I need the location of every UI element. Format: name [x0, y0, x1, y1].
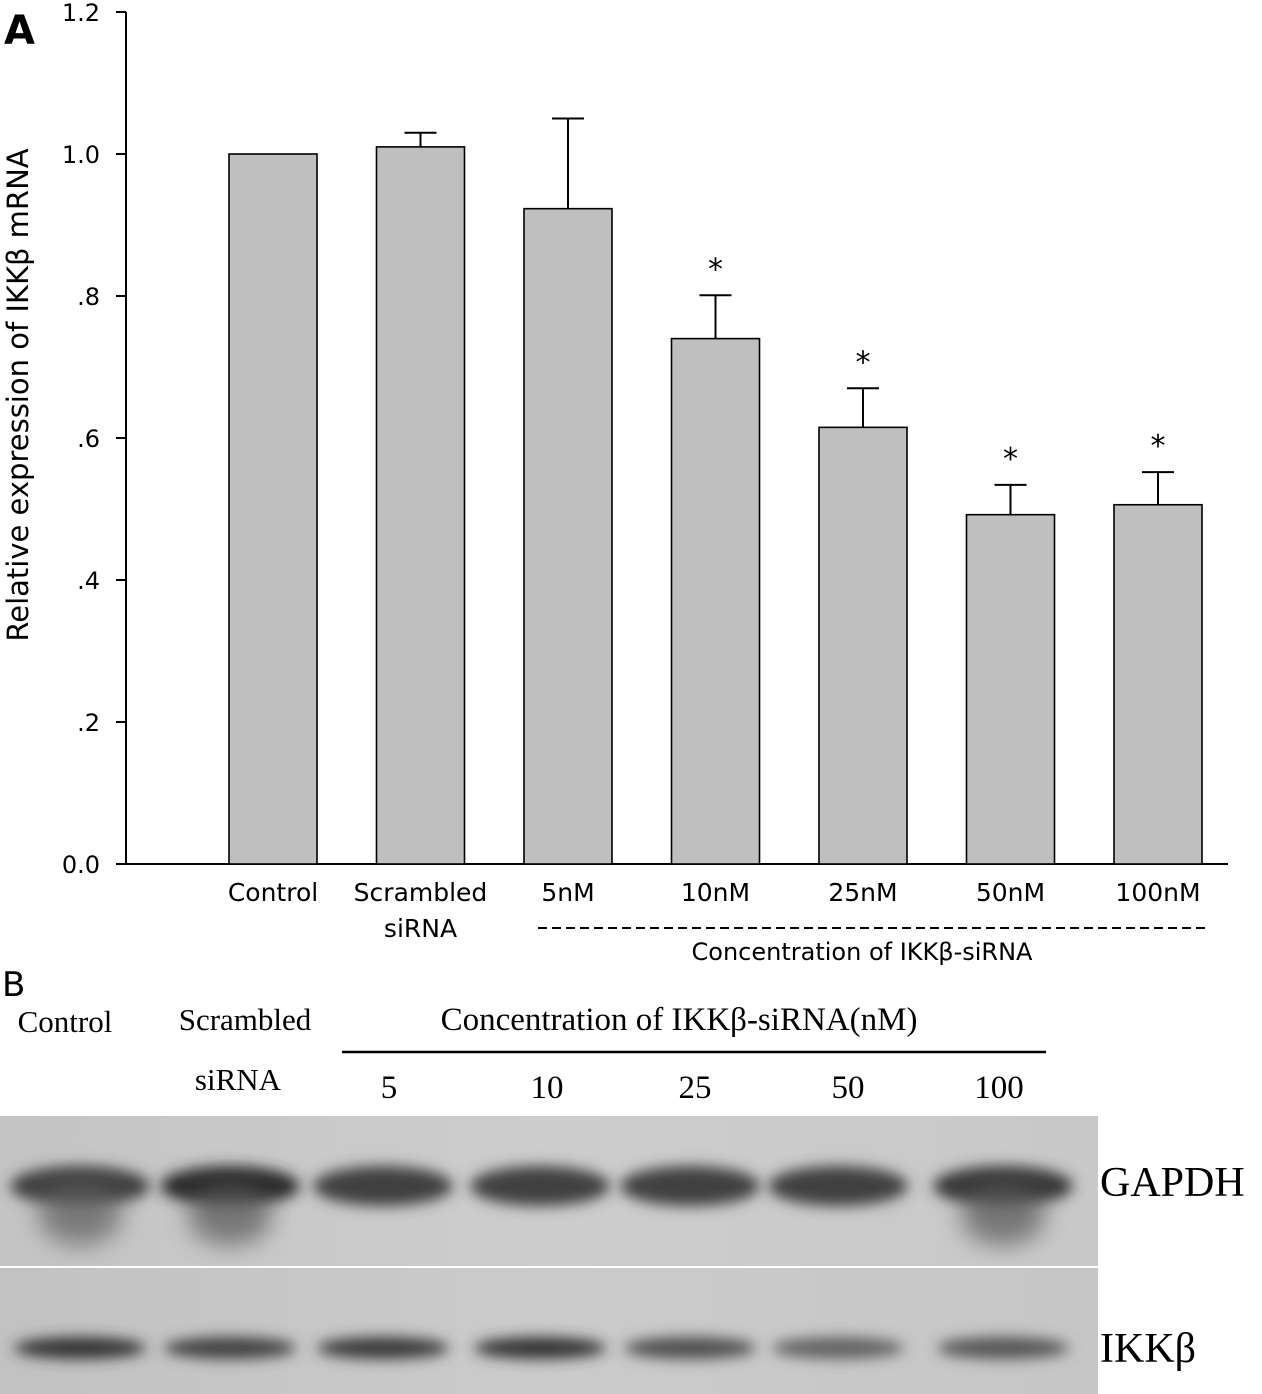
bar	[375, 146, 466, 865]
x-tick-label: Control	[228, 878, 318, 907]
bar-chart: 0.0 .2 .4 .6 .8 1.0 1.2 * * * * Control Scrambled s…	[1, 0, 1228, 966]
lane-header-concentration: Concentration of IKKβ-siRNA(nM)	[441, 1002, 918, 1038]
panel-a-label: A	[4, 8, 35, 54]
ikkb-band	[14, 1337, 146, 1359]
bar	[1113, 503, 1203, 865]
blot-label-gapdh: GAPDH	[1100, 1160, 1245, 1206]
ikkb-bands	[14, 1337, 1069, 1359]
y-tick-label: .6	[77, 425, 100, 453]
significance-star: *	[1151, 429, 1166, 464]
lane-header-control: Control	[18, 1004, 113, 1039]
x-tick-label: Scrambled	[354, 878, 488, 907]
x-tick-label: 100nM	[1115, 878, 1200, 907]
panel-b-label: B	[2, 965, 25, 1005]
bar	[523, 207, 613, 865]
ikkb-band	[474, 1337, 606, 1359]
blot-label-ikkb: IKKβ	[1100, 1326, 1196, 1372]
dose-label: 5	[381, 1070, 398, 1106]
gapdh-bands	[10, 1166, 1073, 1245]
group-label: Concentration of IKKβ-siRNA	[692, 938, 1034, 966]
significance-star: *	[708, 252, 723, 287]
gapdh-band	[768, 1166, 908, 1206]
y-ticks: 0.0 .2 .4 .6 .8 1.0 1.2	[62, 0, 126, 879]
y-tick-label: 0.0	[62, 851, 100, 879]
bar	[670, 337, 761, 865]
bar	[965, 513, 1056, 865]
bar	[818, 426, 908, 865]
gapdh-band-smear	[961, 1185, 1045, 1245]
x-tick-label: siRNA	[384, 914, 457, 943]
lane-header-scrambled: Scrambled	[179, 1002, 312, 1037]
gapdh-band	[620, 1166, 760, 1206]
lane-header-sirna: siRNA	[195, 1062, 282, 1097]
gapdh-band-smear	[188, 1185, 272, 1245]
y-tick-label: .8	[77, 283, 100, 311]
dose-label: 100	[974, 1070, 1024, 1106]
x-tick-label: 50nM	[976, 878, 1045, 907]
ikkb-band	[317, 1337, 449, 1359]
gapdh-band	[470, 1166, 610, 1206]
y-tick-label: .4	[77, 567, 100, 595]
significance-markers: * * * *	[708, 252, 1166, 477]
x-tick-labels: Control Scrambled siRNA 5nM 10nM 25nM 50nM 100n…	[228, 878, 1201, 943]
y-axis-label: Relative expression of IKKβ mRNA	[1, 148, 35, 641]
blot-ikkb-membrane	[0, 1268, 1098, 1394]
dose-label: 25	[679, 1070, 712, 1106]
x-tick-label: 5nM	[541, 878, 594, 907]
ikkb-band	[937, 1337, 1069, 1359]
dose-labels: 5 10 25 50 100	[381, 1070, 1024, 1106]
y-tick-label: .2	[77, 709, 100, 737]
ikkb-band	[772, 1337, 904, 1359]
y-tick-label: 1.2	[62, 0, 100, 27]
x-tick-label: 10nM	[681, 878, 750, 907]
significance-star: *	[1003, 442, 1018, 477]
bar	[228, 153, 318, 865]
dose-label: 10	[531, 1070, 564, 1106]
gapdh-band-smear	[38, 1185, 122, 1245]
error-bars	[404, 117, 1174, 515]
dose-label: 50	[832, 1070, 865, 1106]
bars	[228, 146, 1203, 865]
western-blot	[0, 1116, 1098, 1394]
significance-star: *	[856, 345, 871, 380]
gapdh-band	[313, 1166, 453, 1206]
ikkb-band	[164, 1337, 296, 1359]
x-tick-label: 25nM	[828, 878, 897, 907]
y-tick-label: 1.0	[62, 141, 100, 169]
ikkb-band	[624, 1337, 756, 1359]
